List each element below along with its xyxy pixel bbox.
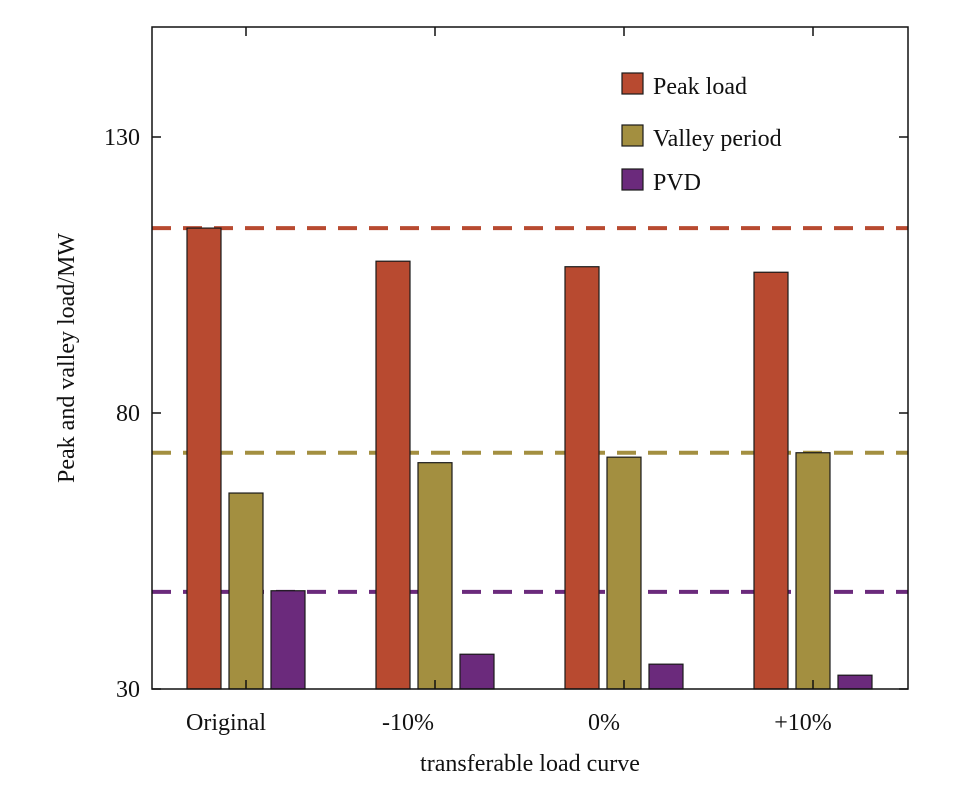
bar-valley-period-4 bbox=[795, 452, 831, 690]
y-tick-label: 130 bbox=[104, 125, 140, 151]
bar-pvd-3 bbox=[648, 663, 684, 690]
y-axis-title: Peak and valley load/MW bbox=[54, 233, 80, 483]
x-axis-title: transferable load curve bbox=[420, 751, 640, 777]
legend-swatch-1 bbox=[621, 72, 644, 95]
plot-frame bbox=[151, 26, 909, 690]
y-tick-label: 80 bbox=[116, 401, 140, 427]
bar-peak-load-3 bbox=[564, 266, 600, 690]
bar-peak-load-4 bbox=[753, 271, 789, 690]
bars-group bbox=[186, 227, 873, 690]
bar-pvd-2 bbox=[459, 653, 495, 690]
x-tick-label: Original bbox=[186, 710, 266, 736]
bar-valley-period-1 bbox=[228, 492, 264, 690]
bar-pvd-4 bbox=[837, 674, 873, 690]
x-tick-label: -10% bbox=[382, 710, 434, 736]
bar-valley-period-3 bbox=[606, 456, 642, 690]
y-tick-label: 30 bbox=[116, 677, 140, 703]
x-tick-label: +10% bbox=[774, 710, 832, 736]
legend-swatch-3 bbox=[621, 168, 644, 191]
legend-label-3: PVD bbox=[653, 170, 701, 196]
axis-ticks: 30 80 130 Original -10% 0% +10% bbox=[104, 27, 908, 736]
bar-peak-load-2 bbox=[375, 260, 411, 690]
reference-lines bbox=[152, 226, 908, 594]
bar-peak-load-1 bbox=[186, 227, 222, 690]
legend: Peak load Valley period PVD bbox=[621, 72, 782, 196]
legend-label-2: Valley period bbox=[653, 126, 782, 152]
legend-swatch-2 bbox=[621, 124, 644, 147]
x-tick-label: 0% bbox=[588, 710, 620, 736]
bar-pvd-1 bbox=[270, 590, 306, 690]
bar-valley-period-2 bbox=[417, 462, 453, 690]
legend-label-1: Peak load bbox=[653, 74, 747, 100]
